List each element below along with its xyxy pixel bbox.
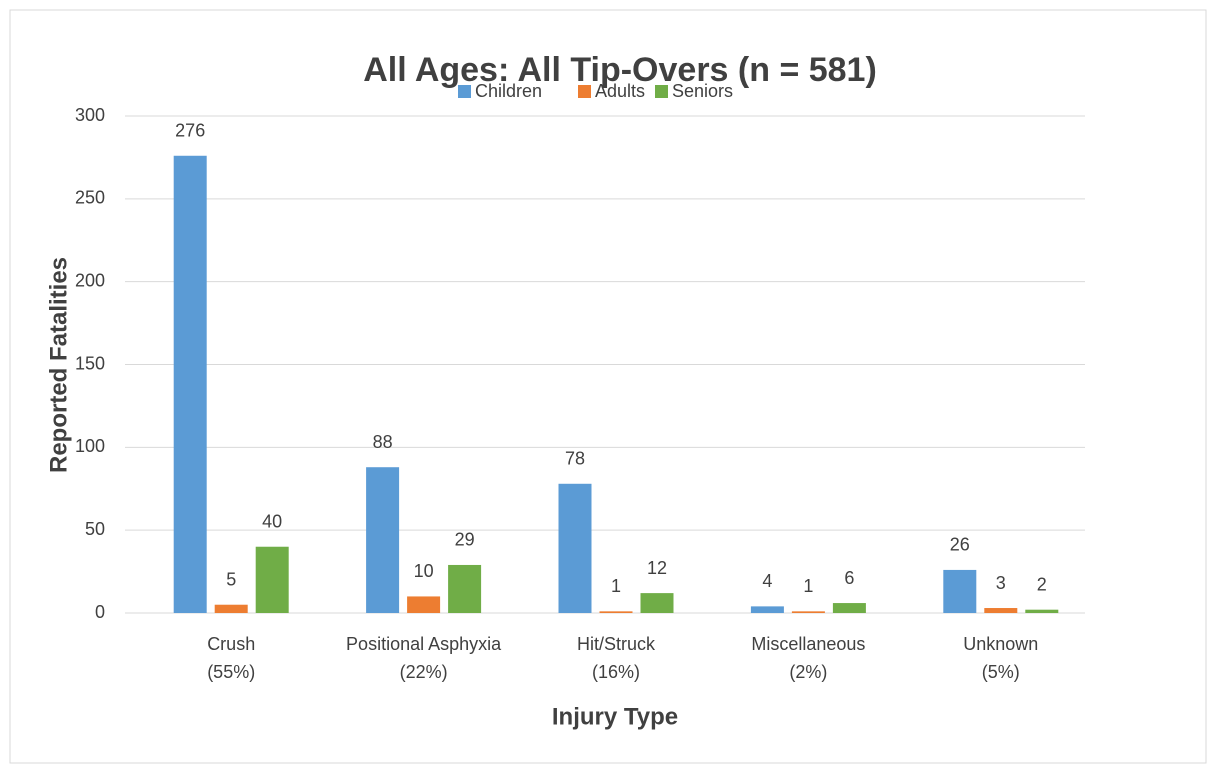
legend-swatch: [655, 85, 668, 98]
legend-swatch: [458, 85, 471, 98]
data-label: 3: [996, 573, 1006, 593]
data-label: 1: [803, 576, 813, 596]
data-label: 6: [844, 568, 854, 588]
x-tick-label: (22%): [400, 662, 448, 682]
data-label: 29: [455, 530, 475, 550]
bar: [943, 569, 977, 613]
bar: [558, 483, 592, 613]
y-axis-label: Reported Fatalities: [45, 257, 72, 473]
y-tick-label: 250: [75, 188, 105, 208]
bar: [214, 604, 248, 613]
bar: [832, 603, 866, 613]
legend-label: Adults: [595, 81, 645, 101]
legend-label: Children: [475, 81, 542, 101]
y-tick-label: 300: [75, 105, 105, 125]
x-tick-label: (55%): [207, 662, 255, 682]
data-label: 2: [1037, 574, 1047, 594]
x-tick-label: (5%): [982, 662, 1020, 682]
x-tick-label: Hit/Struck: [577, 634, 656, 654]
bar: [407, 596, 441, 613]
data-label: 88: [373, 432, 393, 452]
bar: [173, 155, 207, 613]
y-tick-label: 0: [95, 602, 105, 622]
data-label: 5: [226, 569, 236, 589]
x-tick-label: Positional Asphyxia: [346, 634, 502, 654]
data-label: 1: [611, 576, 621, 596]
x-axis-label: Injury Type: [552, 703, 678, 730]
data-label: 26: [950, 535, 970, 555]
chart-title: All Ages: All Tip-Overs (n = 581): [363, 51, 877, 89]
data-label: 12: [647, 558, 667, 578]
y-tick-label: 200: [75, 270, 105, 290]
legend-label: Seniors: [672, 81, 733, 101]
bar: [1025, 609, 1059, 613]
bar: [255, 546, 289, 613]
bar: [448, 564, 482, 613]
x-tick-label: Unknown: [963, 634, 1038, 654]
bar: [750, 606, 784, 613]
data-label: 276: [175, 121, 205, 141]
bar: [366, 467, 400, 613]
bar: [599, 611, 633, 613]
data-label: 78: [565, 449, 585, 469]
y-tick-label: 100: [75, 436, 105, 456]
bar: [791, 611, 825, 613]
x-tick-label: Crush: [207, 634, 255, 654]
bar: [640, 593, 674, 613]
x-tick-label: Miscellaneous: [751, 634, 865, 654]
data-label: 4: [762, 571, 772, 591]
chart-border: [9, 9, 1207, 764]
bar: [984, 608, 1018, 613]
data-label: 40: [262, 511, 282, 531]
x-tick-label: (2%): [789, 662, 827, 682]
data-label: 10: [414, 561, 434, 581]
y-tick-label: 50: [85, 519, 105, 539]
legend-swatch: [578, 85, 591, 98]
y-tick-label: 150: [75, 353, 105, 373]
x-tick-label: (16%): [592, 662, 640, 682]
